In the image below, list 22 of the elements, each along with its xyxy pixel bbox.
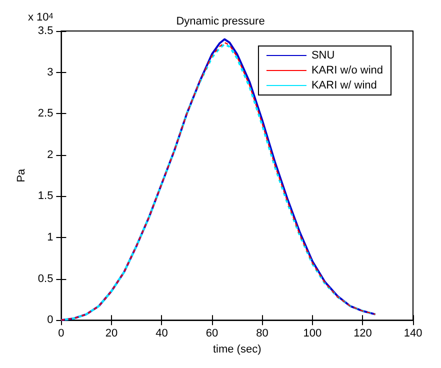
y-tick-label: 3 (47, 66, 54, 78)
y-tick-label: 1 (47, 232, 54, 244)
x-tick-label: 0 (58, 328, 64, 340)
x-tick-label: 40 (156, 328, 168, 340)
legend-label: KARI w/ wind (311, 80, 377, 92)
x-tick-label: 60 (206, 328, 218, 340)
y-tick-label: 1.5 (38, 190, 54, 202)
x-tick-label: 80 (256, 328, 268, 340)
legend-label: KARI w/o wind (311, 64, 384, 76)
y-tick-label: 0.5 (38, 272, 54, 285)
chart-title: Dynamic pressure (176, 16, 265, 28)
y-tick-label: 0 (47, 314, 54, 326)
y-axis-title: Pa (16, 168, 28, 182)
y-tick-label: 3.5 (38, 25, 54, 37)
x-tick-label: 100 (303, 328, 322, 340)
x-tick-label: 140 (404, 328, 422, 340)
y-tick-label: 2.5 (38, 108, 54, 120)
x-tick-label: 120 (354, 328, 372, 340)
y-tick-label: 2 (47, 148, 54, 161)
x-tick-label: 20 (105, 328, 118, 340)
legend-label: SNU (311, 50, 335, 62)
x-axis-title: time (sec) (212, 344, 262, 356)
